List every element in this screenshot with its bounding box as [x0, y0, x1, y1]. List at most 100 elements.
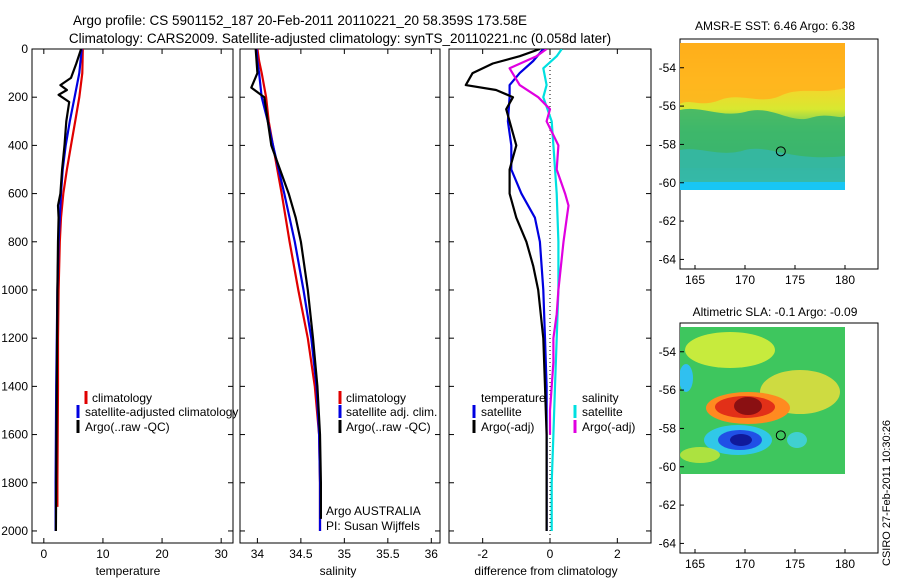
series-line-salinity-argo-adj-	[508, 49, 570, 435]
x-tick-label: 10	[96, 547, 110, 561]
sst-map-panel: AMSR-E SST: 6.46 Argo: 6.38 165 170 175 180…	[659, 19, 879, 287]
map-y-tick-label: -54	[659, 61, 677, 75]
map-y-tick-label: -54	[659, 345, 677, 359]
sst-warm-tongue	[680, 43, 845, 104]
legend-label-satellite-adjusted: satellite-adjusted climatology	[85, 405, 238, 419]
map-x-tick-label: 175	[785, 557, 805, 571]
map-y-tick-label: -56	[659, 99, 677, 113]
x-tick-label: -2	[477, 547, 488, 561]
map-y-tick-label: -58	[659, 137, 677, 151]
temperature-legend: climatology satellite-adjusted climatolo…	[76, 391, 238, 434]
x-tick-label: 36	[425, 547, 439, 561]
y-tick-label: 800	[8, 235, 28, 249]
x-tick-label: 34.5	[289, 547, 313, 561]
map-y-tick-label: -58	[659, 421, 677, 435]
legend-label-temp-satellite: satellite	[481, 405, 522, 419]
y-tick-label: 1200	[1, 331, 28, 345]
map-x-tick-label: 165	[685, 273, 705, 287]
sla-map-title: Altimetric SLA: -0.1 Argo: -0.09	[693, 305, 858, 319]
difference-xlabel: difference from climatology	[474, 564, 617, 578]
temperature-panel: 0 10 20 30 0 200 400 600 800 1000 1200 1400 1600 1800…	[1, 42, 238, 578]
map-x-tick-label: 180	[835, 557, 855, 571]
x-tick-label: 0	[40, 547, 47, 561]
series-line-temperature-argo-adj-	[464, 49, 548, 531]
legend-label-climatology: climatology	[92, 391, 152, 405]
credit-stamp: CSIRO 27-Feb-2011 10:30:26	[881, 420, 893, 566]
sla-cyan-spot	[680, 364, 693, 392]
difference-legend: temperature satellite Argo(-adj) salinit…	[472, 391, 635, 434]
legend-heading-temperature: temperature	[481, 391, 546, 405]
sla-map-panel: Altimetric SLA: -0.1 Argo: -0.09 165 170 1…	[659, 305, 879, 571]
series-line-climatology	[56, 49, 84, 507]
map-y-tick-label: -56	[659, 383, 677, 397]
sla-yellow-patch	[685, 332, 775, 368]
sst-cold-edge	[680, 182, 845, 190]
map-y-tick-label: -64	[659, 252, 677, 266]
legend-label-climatology: climatology	[346, 391, 406, 405]
y-tick-label: 2000	[1, 524, 28, 538]
x-tick-label: 35.5	[376, 547, 400, 561]
series-line-argo-raw-qc-	[250, 49, 322, 519]
sst-argo-position-marker	[775, 146, 786, 157]
map-y-tick-label: -62	[659, 214, 677, 228]
sla-cyan-spot	[787, 432, 807, 448]
series-line-argo-raw-qc-	[54, 49, 83, 532]
y-tick-label: 1600	[1, 428, 28, 442]
map-x-tick-label: 170	[735, 273, 755, 287]
salinity-tick-group: 34 34.5 35 35.5 36	[240, 48, 440, 561]
legend-label-argo: Argo(..raw -QC)	[85, 420, 170, 434]
legend-heading-salinity: salinity	[582, 391, 619, 405]
figure-title-line1: Argo profile: CS 5901152_187 20-Feb-2011…	[73, 13, 527, 28]
y-tick-label: 200	[8, 90, 28, 104]
salinity-legend: climatology satellite adj. clim. Argo(..…	[338, 391, 437, 434]
sla-navy-core	[730, 434, 752, 446]
x-tick-label: 34	[251, 547, 265, 561]
sst-map-title: AMSR-E SST: 6.46 Argo: 6.38	[695, 19, 855, 33]
map-y-tick-label: -60	[659, 176, 677, 190]
figure-title-line2: Climatology: CARS2009. Satellite-adjuste…	[69, 31, 611, 46]
legend-label-temp-argo: Argo(-adj)	[481, 420, 534, 434]
y-tick-label: 1800	[1, 476, 28, 490]
salinity-axes-frame	[239, 48, 441, 544]
y-tick-label: 1000	[1, 283, 28, 297]
annotation-argo-australia: Argo AUSTRALIA	[326, 504, 421, 518]
map-y-tick-label: -60	[659, 460, 677, 474]
legend-label-sal-satellite: satellite	[582, 405, 623, 419]
temperature-xlabel: temperature	[96, 564, 161, 578]
salinity-lines	[250, 49, 322, 531]
x-tick-label: 20	[155, 547, 169, 561]
y-tick-label: 1400	[1, 379, 28, 393]
salinity-xlabel: salinity	[320, 564, 357, 578]
map-x-tick-label: 170	[735, 557, 755, 571]
sla-argo-position-marker	[775, 430, 786, 441]
map-x-tick-label: 165	[685, 557, 705, 571]
series-line-salinity-satellite	[542, 49, 563, 531]
difference-lines	[464, 49, 570, 531]
x-tick-label: 0	[547, 547, 554, 561]
legend-label-satellite: satellite adj. clim.	[346, 405, 437, 419]
map-x-tick-label: 175	[785, 273, 805, 287]
x-tick-label: 2	[614, 547, 621, 561]
annotation-pi: PI: Susan Wijffels	[326, 519, 420, 533]
map-x-tick-label: 180	[835, 273, 855, 287]
map-y-tick-label: -64	[659, 536, 677, 550]
y-tick-label: 400	[8, 138, 28, 152]
sla-map-tick-group: 165 170 175 180 -54 -56 -58 -60 -62 -64	[659, 345, 856, 571]
temperature-axes-frame	[31, 48, 234, 544]
temperature-lines	[54, 49, 84, 532]
sst-map-tick-group: 165 170 175 180 -54 -56 -58 -60 -62 -64	[659, 61, 856, 287]
difference-panel: -2 0 2 difference from climatology tempera…	[448, 48, 652, 578]
salinity-panel: 34 34.5 35 35.5 36 salinity climatology sate…	[239, 48, 441, 578]
x-tick-label: 30	[214, 547, 228, 561]
x-tick-label: 35	[338, 547, 352, 561]
map-y-tick-label: -62	[659, 498, 677, 512]
sst-heatmap-field	[680, 43, 845, 190]
legend-label-argo: Argo(..raw -QC)	[346, 420, 431, 434]
temperature-tick-group: 0 10 20 30 0 200 400 600 800 1000 1200 1400 1600 1800…	[1, 42, 233, 561]
sla-heatmap-field	[680, 327, 845, 474]
sla-yellow-spot	[680, 447, 720, 463]
sla-maroon-core	[734, 397, 762, 415]
y-tick-label: 600	[8, 187, 28, 201]
legend-label-sal-argo: Argo(-adj)	[582, 420, 635, 434]
